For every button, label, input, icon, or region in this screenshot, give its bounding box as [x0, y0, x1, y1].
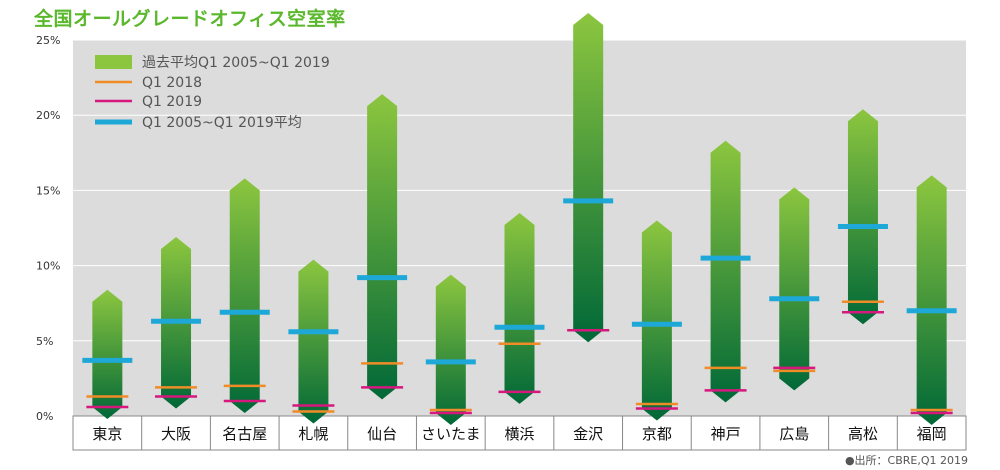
range-bar — [710, 140, 741, 403]
category-label: 福岡 — [917, 425, 947, 443]
category-axis — [72, 415, 967, 451]
range-bar — [779, 187, 810, 391]
category-label: 金沢 — [573, 425, 603, 443]
y-tick-label: 20% — [36, 109, 60, 122]
y-tick-label: 5% — [36, 335, 53, 348]
range-bar — [504, 212, 535, 404]
legend-label: 過去平均Q1 2005~Q1 2019 — [142, 55, 330, 71]
category-label: さいたま — [421, 425, 481, 443]
source-note: ●出所：CBRE,Q1 2019 — [844, 454, 968, 467]
range-bar — [641, 220, 672, 421]
legend-label: Q1 2018 — [142, 75, 202, 91]
range-bar — [229, 178, 260, 413]
category-label: 仙台 — [367, 425, 397, 443]
range-bar — [298, 259, 329, 424]
legend-label: Q1 2005~Q1 2019平均 — [142, 115, 302, 131]
y-tick-label: 0% — [36, 410, 53, 423]
category-label: 横浜 — [504, 425, 534, 443]
category-label: 東京 — [92, 425, 122, 443]
category-label: 広島 — [779, 425, 809, 443]
y-tick-label: 15% — [36, 184, 60, 197]
range-bar — [916, 175, 947, 425]
y-tick-label: 25% — [36, 34, 60, 47]
y-tick-label: 10% — [36, 260, 60, 273]
category-label: 大阪 — [161, 425, 191, 443]
category-label: 神戸 — [711, 425, 741, 443]
legend-swatch-range — [95, 55, 132, 69]
range-bar — [92, 289, 123, 419]
category-label: 名古屋 — [222, 425, 267, 443]
range-bar — [573, 12, 604, 343]
category-label: 札幌 — [298, 425, 328, 443]
range-bar — [367, 94, 398, 400]
category-label: 高松 — [848, 425, 878, 443]
legend-label: Q1 2019 — [142, 94, 202, 110]
range-bar — [435, 274, 466, 425]
category-label: 京都 — [642, 425, 672, 443]
chart-title: 全国オールグレードオフィス空室率 — [34, 8, 346, 30]
range-bar — [847, 109, 878, 325]
